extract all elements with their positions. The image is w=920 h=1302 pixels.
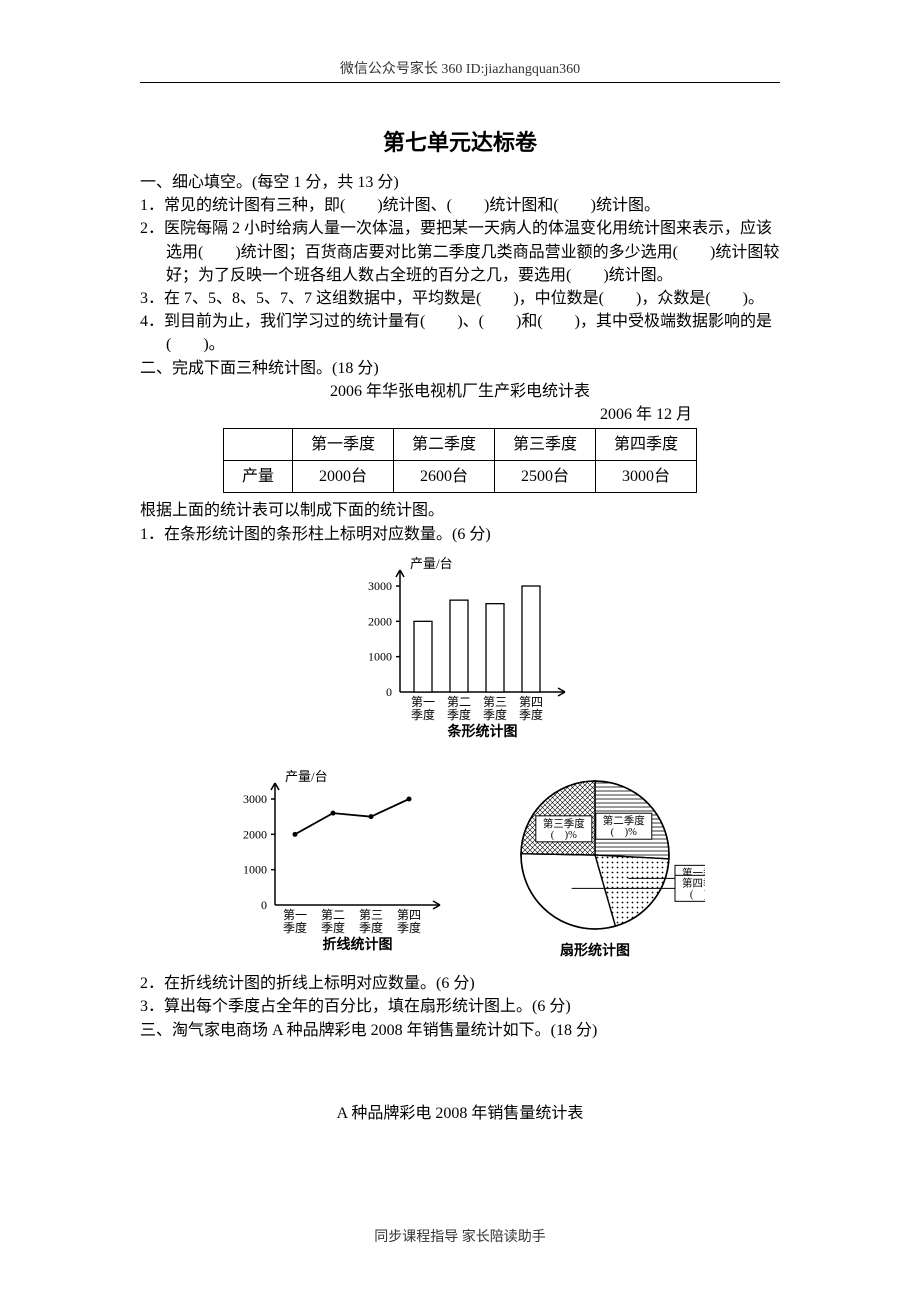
footer-note: 同步课程指导 家长陪读助手 [0,1226,920,1246]
svg-text:0: 0 [386,685,392,699]
section2-heading: 二、完成下面三种统计图。(18 分) [140,357,780,380]
table-col: 第四季度 [596,429,697,461]
svg-text:第一: 第一 [411,695,435,709]
svg-text:条形统计图: 条形统计图 [447,723,518,740]
table-title: 2006 年华张电视机厂生产彩电统计表 [140,380,780,403]
svg-text:第四季度: 第四季度 [682,876,705,889]
q1-3: 3．在 7、5、8、5、7、7 这组数据中，平均数是( )，中位数是( )，众数… [140,287,780,310]
svg-text:产量/台: 产量/台 [410,556,453,571]
svg-text:( )%: ( )% [551,830,577,841]
svg-text:1000: 1000 [243,863,267,877]
pie-chart: 第二季度( )%第一季度( )%第四季度( )%第三季度( )%扇形统计图 [485,765,705,965]
table-row: 产量 2000台 2600台 2500台 3000台 [223,461,696,493]
section3-heading: 三、淘气家电商场 A 种品牌彩电 2008 年销售量统计如下。(18 分) [140,1019,780,1042]
svg-text:第四: 第四 [519,695,543,709]
svg-text:1000: 1000 [368,649,392,663]
q1-2: 2．医院每隔 2 小时给病人量一次体温，要把某一天病人的体温变化用统计图来表示，… [140,217,780,287]
svg-text:第三: 第三 [359,908,383,922]
line-chart-container: 3000200010000产量/台第一季度第二季度第三季度第四季度折线统计图 [215,765,455,972]
svg-text:第四: 第四 [397,908,421,922]
line-chart: 3000200010000产量/台第一季度第二季度第三季度第四季度折线统计图 [215,765,455,965]
svg-text:第二: 第二 [447,695,471,709]
table-cell: 2000台 [292,461,393,493]
content-body: 一、细心填空。(每空 1 分，共 13 分) 1．常见的统计图有三种，即( )统… [140,171,780,1125]
table-col: 第三季度 [495,429,596,461]
q2-1: 1．在条形统计图的条形柱上标明对应数量。(6 分) [140,523,780,546]
table-row-header: 产量 [223,461,292,493]
svg-text:0: 0 [261,898,267,912]
svg-text:季度: 季度 [411,707,435,722]
svg-text:2000: 2000 [243,827,267,841]
svg-text:季度: 季度 [483,707,507,722]
svg-text:3000: 3000 [368,579,392,593]
page-title: 第七单元达标卷 [0,125,920,157]
section3-sub-title: A 种品牌彩电 2008 年销售量统计表 [140,1102,780,1125]
below-table-text: 根据上面的统计表可以制成下面的统计图。 [140,499,780,522]
svg-text:季度: 季度 [447,707,471,722]
svg-text:3000: 3000 [243,792,267,806]
q2-2: 2．在折线统计图的折线上标明对应数量。(6 分) [140,972,780,995]
q1-1: 1．常见的统计图有三种，即( )统计图、( )统计图和( )统计图。 [140,194,780,217]
bar-chart-container: 3000200010000产量/台第一季度第二季度第三季度第四季度条形统计图 [200,552,720,759]
svg-text:扇形统计图: 扇形统计图 [560,942,630,959]
svg-text:季度: 季度 [359,920,383,935]
svg-text:季度: 季度 [283,920,307,935]
svg-text:季度: 季度 [321,920,345,935]
svg-text:2000: 2000 [368,614,392,628]
svg-text:折线统计图: 折线统计图 [323,936,393,953]
table-cell: 2600台 [393,461,494,493]
header-divider [140,82,780,83]
svg-text:季度: 季度 [519,707,543,722]
svg-text:第二季度: 第二季度 [603,814,645,827]
svg-text:季度: 季度 [397,920,421,935]
table-corner [223,429,292,461]
svg-text:第三: 第三 [483,695,507,709]
pie-chart-container: 第二季度( )%第一季度( )%第四季度( )%第三季度( )%扇形统计图 [485,765,705,972]
table-date: 2006 年 12 月 [140,403,780,426]
table-header-row: 第一季度 第二季度 第三季度 第四季度 [223,429,696,461]
data-table: 第一季度 第二季度 第三季度 第四季度 产量 2000台 2600台 2500台… [223,428,697,493]
section1-heading: 一、细心填空。(每空 1 分，共 13 分) [140,171,780,194]
svg-text:( )%: ( )% [690,889,705,900]
svg-text:第二: 第二 [321,908,345,922]
q2-3: 3．算出每个季度占全年的百分比，填在扇形统计图上。(6 分) [140,995,780,1018]
table-col: 第一季度 [292,429,393,461]
svg-text:第一: 第一 [283,908,307,922]
header-note: 微信公众号家长 360 ID:jiazhangquan360 [0,0,920,78]
bar-chart: 3000200010000产量/台第一季度第二季度第三季度第四季度条形统计图 [340,552,580,752]
table-col: 第二季度 [393,429,494,461]
svg-text:( )%: ( )% [611,827,637,838]
svg-text:第三季度: 第三季度 [543,817,585,830]
svg-text:产量/台: 产量/台 [285,769,328,784]
q1-4: 4．到目前为止，我们学习过的统计量有( )、( )和( )，其中受极端数据影响的… [140,310,780,356]
table-cell: 2500台 [495,461,596,493]
table-cell: 3000台 [596,461,697,493]
